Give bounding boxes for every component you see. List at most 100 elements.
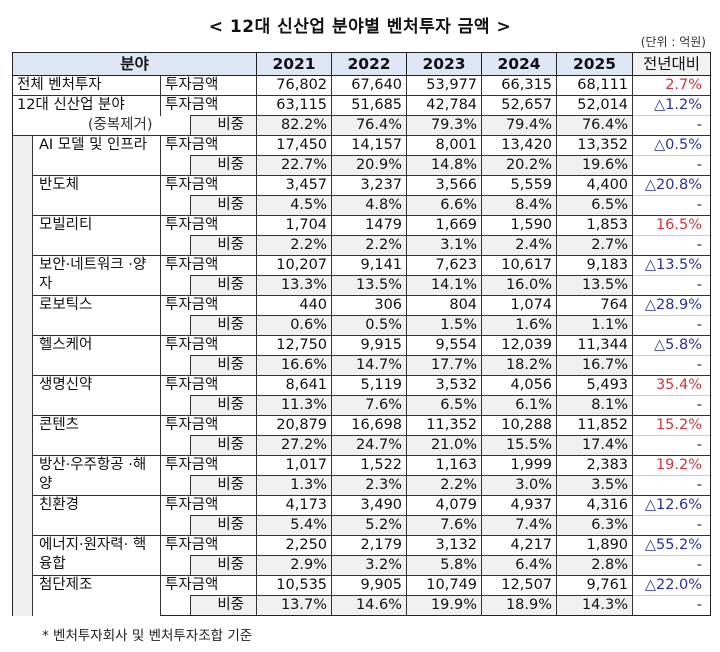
value-cell: 17.7% bbox=[406, 355, 483, 376]
value-cell: 27.2% bbox=[256, 435, 333, 456]
value-cell: 2,250 bbox=[256, 535, 333, 556]
value-cell: 2.2% bbox=[406, 475, 483, 496]
value-cell: 4.8% bbox=[331, 195, 408, 216]
value-cell: 1,704 bbox=[256, 215, 333, 236]
value-cell: 4,056 bbox=[481, 375, 558, 396]
value-cell: 1,853 bbox=[556, 215, 634, 236]
value-cell: 5.2% bbox=[331, 515, 408, 536]
value-cell: 1,017 bbox=[256, 455, 333, 476]
value-cell: 2.8% bbox=[556, 555, 634, 576]
value-cell: 3,566 bbox=[406, 175, 483, 196]
sector-name: 에너지·원자력· 핵융합 bbox=[32, 535, 161, 576]
sector-amount-row: 반도체 투자금액 3,457 3,237 3,566 5,559 4,400 △20.8% bbox=[13, 175, 712, 216]
share-label: 비중 bbox=[189, 155, 257, 176]
value-cell: 8,641 bbox=[256, 375, 333, 396]
yoy-cell: - bbox=[632, 435, 712, 456]
value-cell: 79.4% bbox=[481, 115, 558, 136]
sector-amount-row: 에너지·원자력· 핵융합 투자금액 2,250 2,179 3,132 4,217 1,89… bbox=[13, 535, 712, 576]
value-cell: 4.5% bbox=[256, 195, 333, 216]
header-year: 2022 bbox=[331, 52, 408, 76]
yoy-cell: △5.8% bbox=[632, 335, 712, 356]
value-cell: 1.6% bbox=[481, 315, 558, 336]
yoy-cell: △55.2% bbox=[632, 535, 712, 556]
header-year: 2021 bbox=[256, 52, 333, 76]
industries12-share-row: (중복제거) 비중 82.2% 76.4% 79.3% 79.4% 76.4% … bbox=[12, 115, 712, 136]
share-label: 비중 bbox=[189, 475, 257, 496]
yoy-cell: - bbox=[632, 355, 712, 376]
value-cell: 76.4% bbox=[556, 115, 634, 136]
value-cell: 9,915 bbox=[331, 335, 408, 356]
value-cell: 3,532 bbox=[406, 375, 483, 396]
value-cell: 10,535 bbox=[256, 575, 333, 596]
value-cell: 1479 bbox=[331, 215, 408, 236]
value-cell: 68,111 bbox=[556, 75, 634, 96]
value-cell: 9,183 bbox=[556, 255, 634, 276]
value-cell: 0.5% bbox=[331, 315, 408, 336]
sector-share-row: 비중 13.7% 14.6% 19.9% 18.9% 14.3% - bbox=[13, 595, 712, 616]
share-label: 비중 bbox=[189, 235, 257, 256]
value-cell: 4,079 bbox=[406, 495, 483, 516]
sector-share-row: 비중 27.2% 24.7% 21.0% 15.5% 17.4% - bbox=[13, 435, 712, 456]
sector-amount-row: 생명신약 투자금액 8,641 5,119 3,532 4,056 5,493 35.4% bbox=[13, 375, 712, 416]
amount-label: 투자금액 bbox=[160, 535, 258, 556]
sector-share-row: 비중 22.7% 20.9% 14.8% 20.2% 19.6% - bbox=[13, 155, 712, 176]
industries12-amount-row: 12대 신산업 분야 투자금액 63,115 51,685 42,784 52,… bbox=[12, 95, 712, 116]
value-cell: 3,132 bbox=[406, 535, 483, 556]
share-label: 비중 bbox=[189, 115, 257, 136]
share-label: 비중 bbox=[189, 355, 257, 376]
value-cell: 5.8% bbox=[406, 555, 483, 576]
yoy-cell: △28.9% bbox=[632, 295, 712, 316]
header-year: 2023 bbox=[406, 52, 483, 76]
value-cell: 14.6% bbox=[331, 595, 408, 616]
value-cell: 13.5% bbox=[556, 275, 634, 296]
amount-label: 투자금액 bbox=[160, 95, 258, 116]
total-row: 전체 벤처투자 투자금액 76,802 67,640 53,977 66,315… bbox=[12, 75, 712, 96]
sector-amount-row: 첨단제조 투자금액 10,535 9,905 10,749 12,507 9,761 △22.… bbox=[13, 575, 712, 616]
yoy-cell: - bbox=[632, 515, 712, 536]
header-year: 2025 bbox=[556, 52, 634, 76]
value-cell: 6.1% bbox=[481, 395, 558, 416]
yoy-cell: - bbox=[632, 555, 712, 576]
share-label: 비중 bbox=[189, 275, 257, 296]
value-cell: 22.7% bbox=[256, 155, 333, 176]
yoy-cell: 16.5% bbox=[632, 215, 712, 236]
value-cell: 9,141 bbox=[331, 255, 408, 276]
value-cell: 13,352 bbox=[556, 135, 634, 156]
sector-share-row: 비중 1.3% 2.3% 2.2% 3.0% 3.5% - bbox=[13, 475, 712, 496]
total-label: 전체 벤처투자 bbox=[12, 75, 161, 96]
share-label: 비중 bbox=[189, 195, 257, 216]
value-cell: 16.7% bbox=[556, 355, 634, 376]
value-cell: 17,450 bbox=[256, 135, 333, 156]
yoy-cell: - bbox=[632, 395, 712, 416]
yoy-cell: - bbox=[632, 475, 712, 496]
value-cell: 2.2% bbox=[331, 235, 408, 256]
sector-share-row: 비중 4.5% 4.8% 6.6% 8.4% 6.5% - bbox=[13, 195, 712, 216]
sector-amount-row: 모빌리티 투자금액 1,704 1479 1,669 1,590 1,853 16.5% bbox=[13, 215, 712, 256]
value-cell: 14.7% bbox=[331, 355, 408, 376]
yoy-cell: 19.2% bbox=[632, 455, 712, 476]
value-cell: 13,420 bbox=[481, 135, 558, 156]
value-cell: 10,617 bbox=[481, 255, 558, 276]
value-cell: 19.9% bbox=[406, 595, 483, 616]
value-cell: 6.4% bbox=[481, 555, 558, 576]
value-cell: 52,657 bbox=[481, 95, 558, 116]
sector-amount-row: 로보틱스 투자금액 440 306 804 1,074 764 △28.9% bbox=[13, 295, 712, 336]
amount-label: 투자금액 bbox=[160, 375, 258, 396]
value-cell: 14,157 bbox=[331, 135, 408, 156]
yoy-cell: △0.5% bbox=[632, 135, 712, 156]
amount-label: 투자금액 bbox=[160, 135, 258, 156]
value-cell: 3.1% bbox=[406, 235, 483, 256]
value-cell: 14.3% bbox=[556, 595, 634, 616]
value-cell: 5.4% bbox=[256, 515, 333, 536]
yoy-cell: 15.2% bbox=[632, 415, 712, 436]
value-cell: 1,590 bbox=[481, 215, 558, 236]
value-cell: 82.2% bbox=[256, 115, 333, 136]
value-cell: 20,879 bbox=[256, 415, 333, 436]
value-cell: 12,507 bbox=[481, 575, 558, 596]
value-cell: 764 bbox=[556, 295, 634, 316]
share-label: 비중 bbox=[189, 515, 257, 536]
value-cell: 67,640 bbox=[331, 75, 408, 96]
yoy-cell: - bbox=[632, 235, 712, 256]
value-cell: 2.7% bbox=[556, 235, 634, 256]
value-cell: 21.0% bbox=[406, 435, 483, 456]
